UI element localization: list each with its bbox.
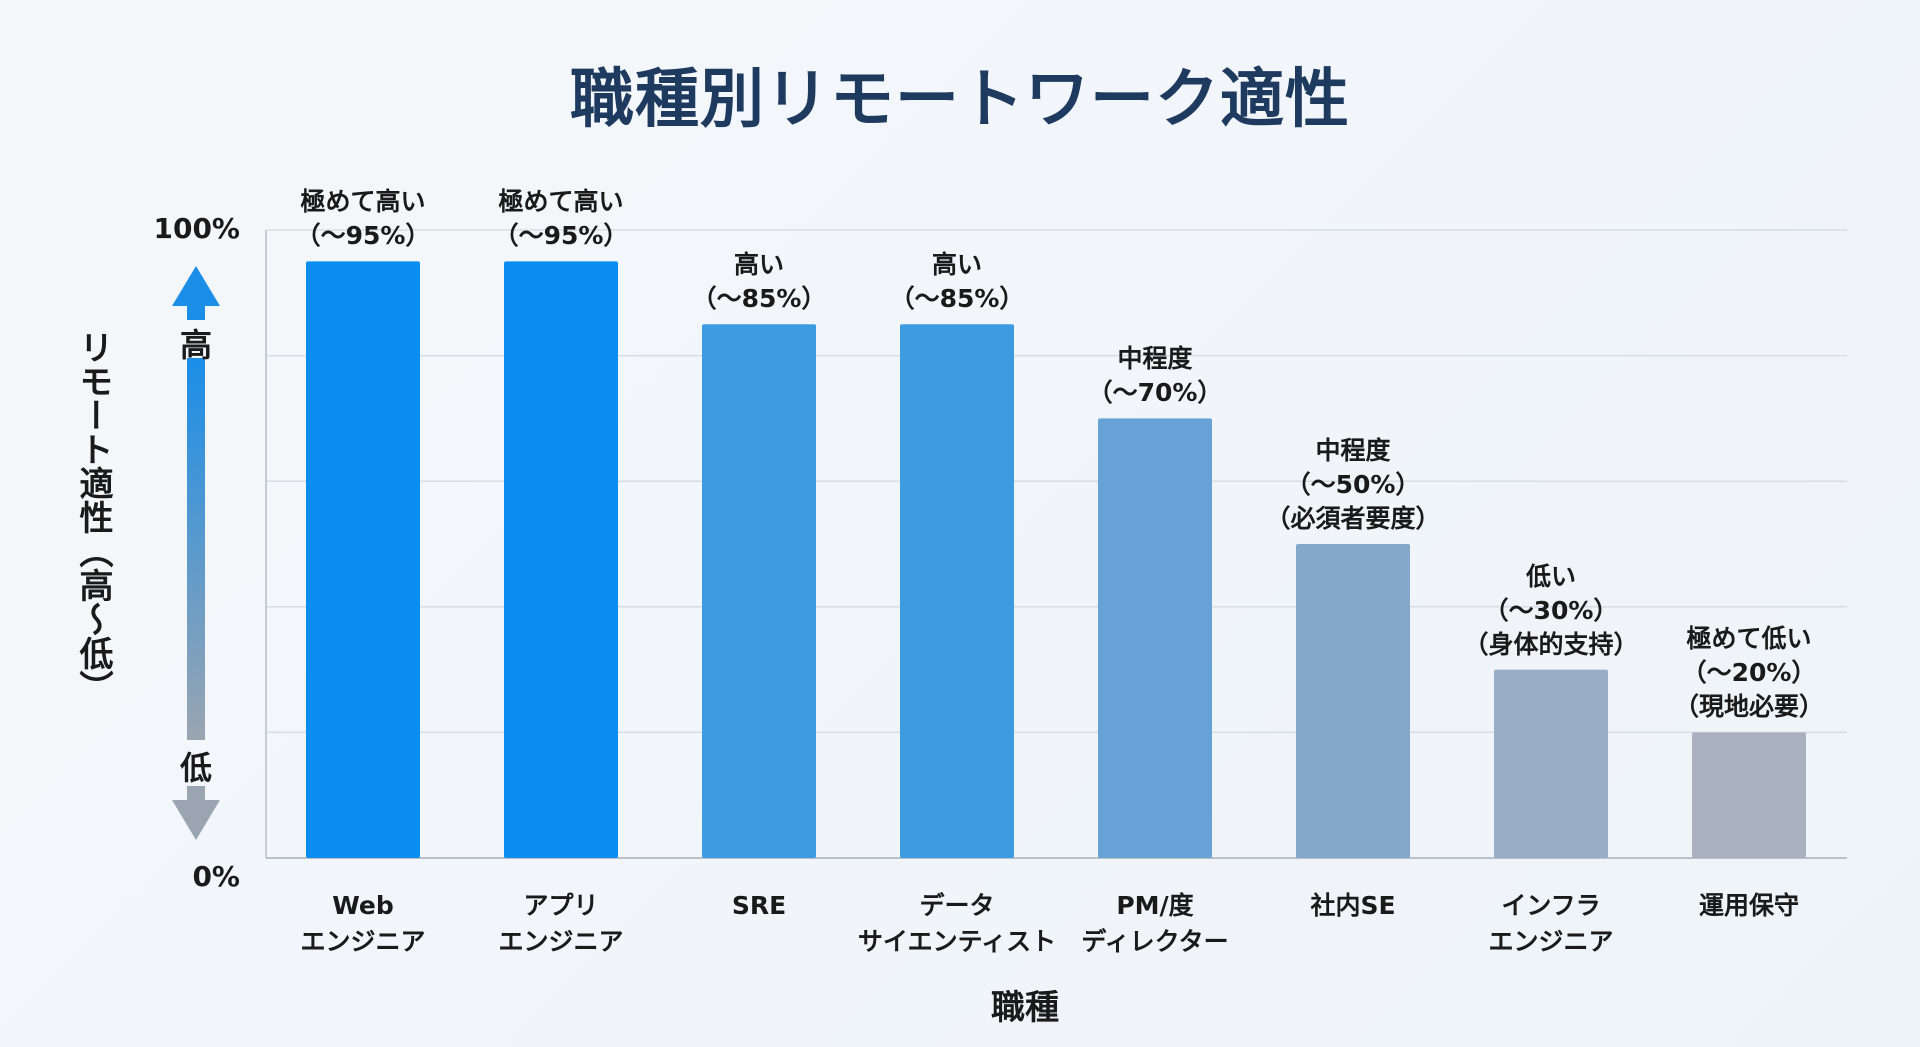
data-label-line: （〜30%） [1483,595,1619,625]
data-label-line: 高い [733,250,784,280]
data-label: 極めて高い （〜95%） [253,185,473,253]
data-label-line: （身体的支持） [1463,629,1639,659]
x-tick-label: Web エンジニア [253,888,473,960]
data-label-line: （現地必要） [1673,692,1824,722]
y-tick-0: 0% [192,860,240,893]
arrow-up-icon [172,266,220,306]
x-tick-label-line: ディレクター [1081,927,1229,956]
y-arrow-high-label: 高 [179,326,212,364]
data-label-line: 高い [931,250,982,280]
data-label: 中程度 （〜70%） [1045,342,1265,410]
x-tick-label-line: アプリ [523,891,599,920]
x-tick-label: インフラ エンジニア [1441,888,1661,960]
x-tick-label: PM/度ディレクター [1045,888,1265,960]
data-label-line: 極めて高い [300,187,426,217]
y-tick-100: 100% [153,212,240,245]
arrow-down-shaft [187,786,205,800]
data-label-line: （〜95%） [493,221,629,251]
y-axis-title: リモート適性（高〜低） [73,330,113,704]
x-tick-label-line: サイエンティスト [857,927,1057,956]
x-tick-label-line: 社内SE [1310,891,1396,920]
x-tick-label-line: データ [919,891,995,920]
bar [504,261,618,858]
x-tick-label-line: エンジニア [300,927,426,956]
data-label-line: （〜95%） [295,221,431,251]
data-label: 極めて高い （〜95%） [451,185,671,253]
x-axis-title: 職種 [991,988,1059,1028]
x-tick-label-line: SRE [731,891,787,920]
bar [702,324,816,858]
data-label: 極めて低い （〜20%） （現地必要） [1639,622,1859,724]
data-label: 低い （〜30%） （身体的支持） [1441,560,1661,662]
data-label-line: 中程度 [1315,436,1391,465]
bar [1494,669,1608,858]
x-tick-label: 運用保守 [1639,888,1859,924]
data-label: 高い （〜85%） [847,248,1067,316]
bar [900,324,1014,858]
x-tick-label-line: インフラ [1501,891,1601,920]
arrow-up-shaft [187,306,205,320]
x-tick-label-line: 運用保守 [1698,891,1799,920]
x-tick-label: 社内SE [1243,888,1463,924]
bar [1098,418,1212,858]
arrow-down-icon [172,800,220,840]
data-label-line: （〜50%） [1285,470,1421,499]
x-tick-label: SRE [649,888,869,924]
data-label-line: 中程度 [1117,344,1193,374]
data-label-line: （〜85%） [889,284,1025,314]
x-tick-label-line: Web [332,891,394,920]
x-tick-label: アプリ エンジニア [451,888,671,960]
bar [1296,544,1410,858]
data-label-line: 極めて低い [1686,624,1812,654]
x-tick-label: データサイエンティスト [847,888,1067,960]
y-arrow-low-label: 低 [179,749,212,787]
x-tick-label-line: PM/度 [1116,891,1194,920]
data-label-line: 極めて高い [498,187,624,217]
data-label: 高い （〜85%） [649,248,869,316]
bar [306,261,420,858]
x-tick-label-line: エンジニア [1488,927,1614,956]
chart-title: 職種別リモートワーク適性 [570,63,1350,137]
data-label-line: 低い [1525,561,1576,591]
data-label: 中程度 （〜50%） （必須者要度） [1243,434,1463,536]
bar [1692,732,1806,858]
arrow-shaft [187,358,205,740]
data-label-line: （〜85%） [691,284,827,314]
data-label-line: （必須者要度） [1265,504,1441,533]
x-tick-label-line: エンジニア [498,927,624,956]
data-label-line: （〜20%） [1681,658,1817,688]
data-label-line: （〜70%） [1087,378,1223,408]
